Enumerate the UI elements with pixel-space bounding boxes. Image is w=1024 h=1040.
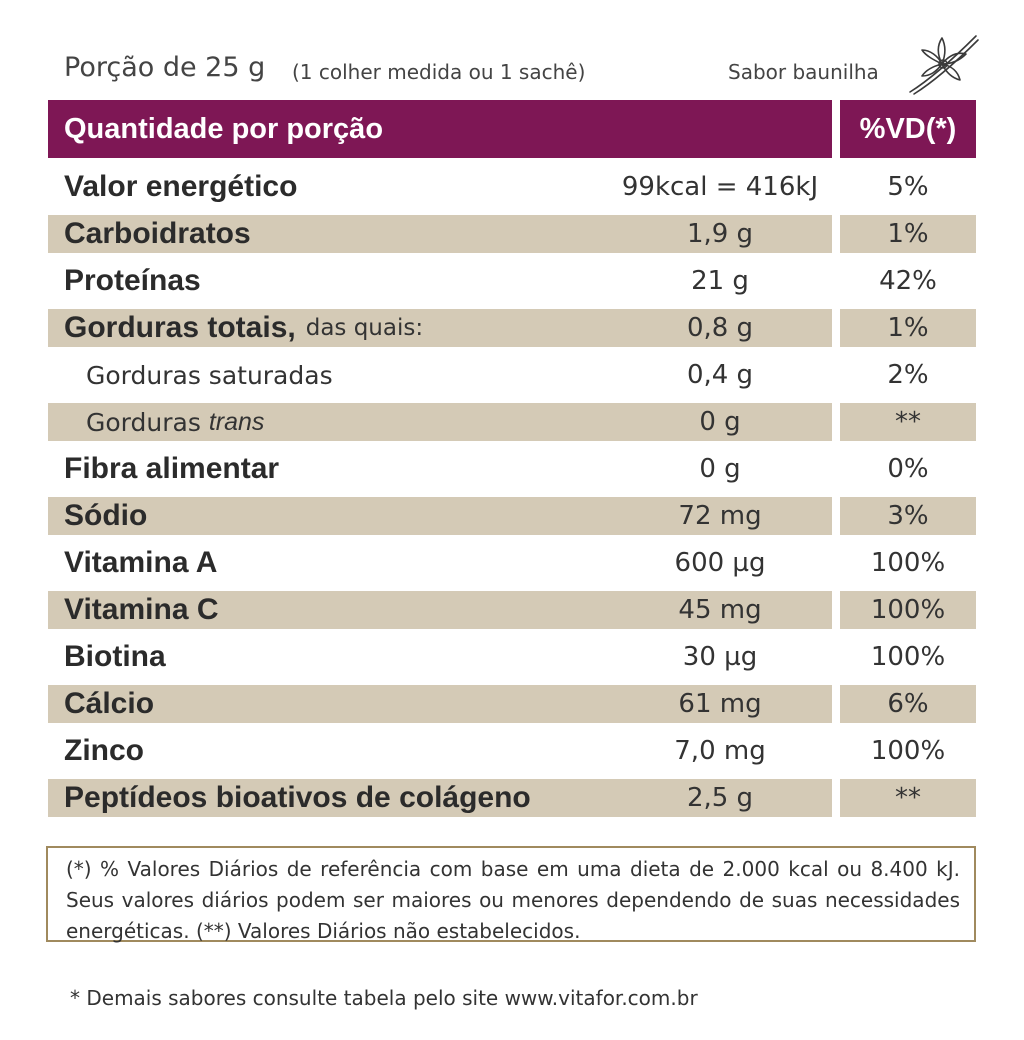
table-row: Carboidratos 1,9 g 1% (48, 215, 976, 262)
nutrient-amount: 2,5 g (608, 779, 832, 817)
nutrient-name: Peptídeos bioativos de colágeno (48, 779, 608, 817)
nutrient-amount: 0,4 g (686, 360, 754, 390)
serving-size: Porção de 25 g (64, 52, 266, 83)
vanilla-flower-icon (909, 35, 979, 95)
table-row: Vitamina A 600 µg 100% (48, 544, 976, 591)
nutrient-amount: 45 mg (608, 591, 832, 629)
nutrient-amount: 0,8 g (608, 309, 832, 347)
nutrient-name-suffix: das quais: (305, 315, 424, 341)
nutrient-dv: 5% (887, 172, 929, 202)
nutrient-name: Carboidratos (48, 215, 608, 253)
serving-note: (1 colher medida ou 1 sachê) (292, 60, 586, 84)
nutrient-name-italic: trans (208, 407, 265, 436)
nutrient-amount: 72 mg (608, 497, 832, 535)
nutrient-dv: 100% (870, 642, 946, 672)
nutrient-amount: 61 mg (608, 685, 832, 723)
nutrient-name: Gorduras totais, das quais: (48, 309, 608, 347)
nutrient-dv: 0% (887, 454, 929, 484)
table-header-dv: %VD(*) (840, 100, 976, 158)
table-row: Peptídeos bioativos de colágeno 2,5 g ** (48, 779, 976, 826)
nutrient-amount: 1,9 g (608, 215, 832, 253)
nutrient-dv: 100% (870, 548, 946, 578)
table-row: Proteínas 21 g 42% (48, 262, 976, 309)
table-row: Gorduras trans 0 g ** (48, 403, 976, 450)
nutrient-name: Gorduras saturadas (86, 360, 333, 390)
table-row: Valor energético 99kcal = 416kJ 5% (48, 168, 976, 215)
nutrient-amount: 0 g (699, 454, 741, 484)
footnote-text: (*) % Valores Diários de referência com … (66, 857, 960, 943)
table-row: Gorduras totais, das quais: 0,8 g 1% (48, 309, 976, 356)
nutrient-amount: 7,0 mg (674, 736, 766, 766)
table-row: Fibra alimentar 0 g 0% (48, 450, 976, 497)
nutrient-name: Vitamina C (48, 591, 608, 629)
nutrient-name: Cálcio (48, 685, 608, 723)
table-row: Zinco 7,0 mg 100% (48, 732, 976, 779)
nutrient-name: Proteínas (64, 264, 201, 297)
nutrient-amount: 0 g (608, 403, 832, 441)
nutrition-table: Valor energético 99kcal = 416kJ 5% Carbo… (48, 168, 976, 826)
nutrient-name: Zinco (64, 734, 144, 767)
nutrient-dv: 42% (879, 266, 937, 296)
nutrient-dv: 3% (840, 497, 976, 535)
nutrient-name-main: Gorduras (86, 407, 201, 437)
footnote-box: (*) % Valores Diários de referência com … (46, 846, 976, 943)
table-row: Gorduras saturadas 0,4 g 2% (48, 356, 976, 403)
nutrient-dv: 1% (840, 215, 976, 253)
bottom-note: * Demais sabores consulte tabela pelo si… (70, 986, 698, 1010)
nutrient-name: Biotina (64, 640, 166, 673)
nutrient-dv: 6% (840, 685, 976, 723)
nutrient-amount: 99kcal = 416kJ (621, 172, 819, 202)
nutrient-dv: 1% (840, 309, 976, 347)
nutrient-amount: 600 µg (674, 548, 766, 578)
nutrient-name: Sódio (48, 497, 608, 535)
nutrient-dv: ** (840, 403, 976, 441)
table-row: Cálcio 61 mg 6% (48, 685, 976, 732)
nutrient-name: Valor energético (64, 170, 298, 203)
nutrient-name-main: Gorduras totais, (64, 311, 296, 344)
nutrient-name: Vitamina A (64, 546, 218, 579)
table-row: Sódio 72 mg 3% (48, 497, 976, 544)
nutrient-dv: 100% (840, 591, 976, 629)
nutrient-name: Gorduras trans (48, 403, 608, 441)
nutrient-dv: 2% (887, 360, 929, 390)
nutrient-dv: ** (840, 779, 976, 817)
nutrient-amount: 30 µg (682, 642, 758, 672)
flavor-label: Sabor baunilha (728, 60, 879, 84)
table-row: Biotina 30 µg 100% (48, 638, 976, 685)
nutrient-dv: 100% (870, 736, 946, 766)
nutrient-name: Fibra alimentar (64, 452, 280, 485)
table-row: Vitamina C 45 mg 100% (48, 591, 976, 638)
nutrient-amount: 21 g (691, 266, 749, 296)
table-header-amount: Quantidade por porção (48, 100, 832, 158)
